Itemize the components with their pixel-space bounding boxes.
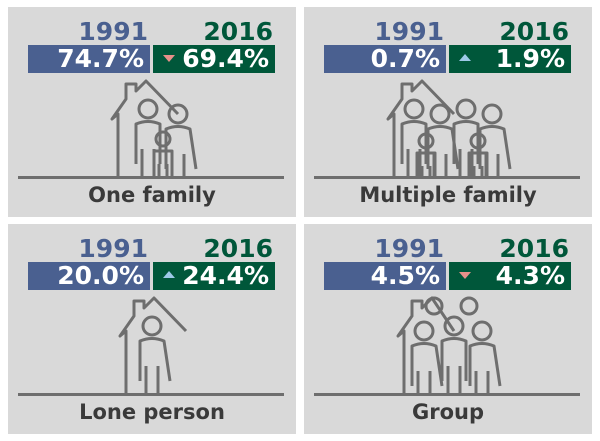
value-2016-box: 69.4% — [153, 45, 275, 73]
year-1991-label: 1991 — [374, 17, 444, 46]
ground-line — [18, 176, 284, 179]
value-2016: 4.3% — [495, 261, 565, 290]
year-1991-label: 1991 — [78, 234, 148, 263]
triangle-up-icon — [459, 54, 471, 61]
value-1991: 20.0% — [28, 262, 150, 290]
panel-multiple-family: 1991 2016 0.7% 1.9% Multiple family — [304, 7, 592, 217]
year-2016-label: 2016 — [499, 17, 569, 46]
house-group-icon — [396, 296, 502, 396]
ground-line — [314, 176, 580, 179]
ground-line — [314, 393, 580, 396]
value-1991: 74.7% — [28, 45, 150, 73]
value-2016-box: 24.4% — [153, 262, 275, 290]
household-type-label: One family — [88, 183, 216, 207]
year-2016-label: 2016 — [203, 17, 273, 46]
value-1991: 0.7% — [324, 45, 446, 73]
household-type-label: Lone person — [79, 400, 225, 424]
year-2016-label: 2016 — [499, 234, 569, 263]
house-family-icon — [110, 79, 198, 179]
value-2016-box: 4.3% — [449, 262, 571, 290]
panel-group: 1991 2016 4.5% 4.3% Group — [304, 224, 592, 434]
household-type-label: Group — [411, 400, 484, 424]
value-2016-box: 1.9% — [449, 45, 571, 73]
value-2016: 1.9% — [495, 44, 565, 73]
value-1991: 4.5% — [324, 262, 446, 290]
triangle-up-icon — [163, 271, 175, 278]
household-type-label: Multiple family — [359, 183, 537, 207]
value-2016: 24.4% — [182, 261, 269, 290]
house-person-icon — [118, 296, 188, 396]
triangle-down-icon — [459, 272, 471, 279]
value-2016: 69.4% — [182, 44, 269, 73]
year-1991-label: 1991 — [78, 17, 148, 46]
year-2016-label: 2016 — [203, 234, 273, 263]
ground-line — [18, 393, 284, 396]
triangle-down-icon — [163, 55, 175, 62]
panel-lone-person: 1991 2016 20.0% 24.4% Lone person — [8, 224, 296, 434]
year-1991-label: 1991 — [374, 234, 444, 263]
panel-one-family: 1991 2016 74.7% 69.4% One family — [8, 7, 296, 217]
house-multiple-families-icon — [386, 79, 512, 179]
